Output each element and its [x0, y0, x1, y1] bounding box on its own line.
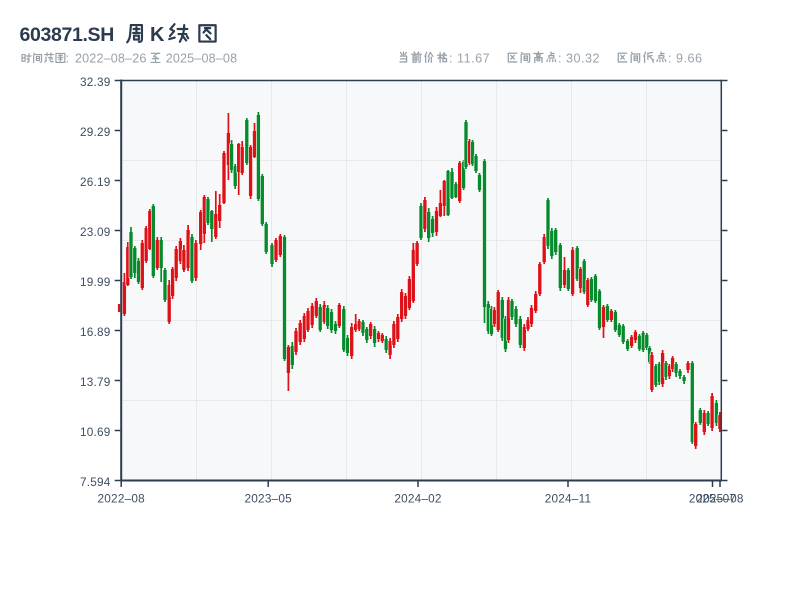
svg-text:7.594: 7.594: [80, 475, 111, 489]
svg-text:K: K: [150, 24, 165, 46]
svg-text:603871.SH: 603871.SH: [20, 24, 114, 46]
svg-text:29.29: 29.29: [80, 125, 111, 139]
svg-text:2023–05: 2023–05: [245, 491, 293, 505]
svg-text:10.69: 10.69: [80, 425, 111, 439]
svg-text:32.39: 32.39: [80, 75, 111, 89]
svg-text:2025–08: 2025–08: [696, 491, 744, 505]
svg-text:2024–11: 2024–11: [545, 491, 591, 505]
svg-text:13.79: 13.79: [80, 375, 111, 389]
svg-text:: 11.67: : 11.67: [449, 52, 490, 66]
svg-text:2024–02: 2024–02: [394, 491, 441, 505]
svg-text:26.19: 26.19: [80, 175, 111, 189]
svg-text:16.89: 16.89: [80, 325, 111, 339]
svg-text:2022–08: 2022–08: [98, 491, 146, 505]
svg-text:23.09: 23.09: [80, 225, 111, 239]
svg-text:2025–07: 2025–07: [689, 491, 736, 505]
svg-text:2025–08–08: 2025–08–08: [166, 52, 238, 66]
svg-text:: 9.66: : 9.66: [668, 52, 703, 66]
svg-text:: 30.32: : 30.32: [558, 52, 600, 66]
svg-text:19.99: 19.99: [80, 275, 111, 289]
svg-text:2022–08–26: 2022–08–26: [75, 52, 147, 66]
svg-text::: :: [66, 52, 70, 66]
